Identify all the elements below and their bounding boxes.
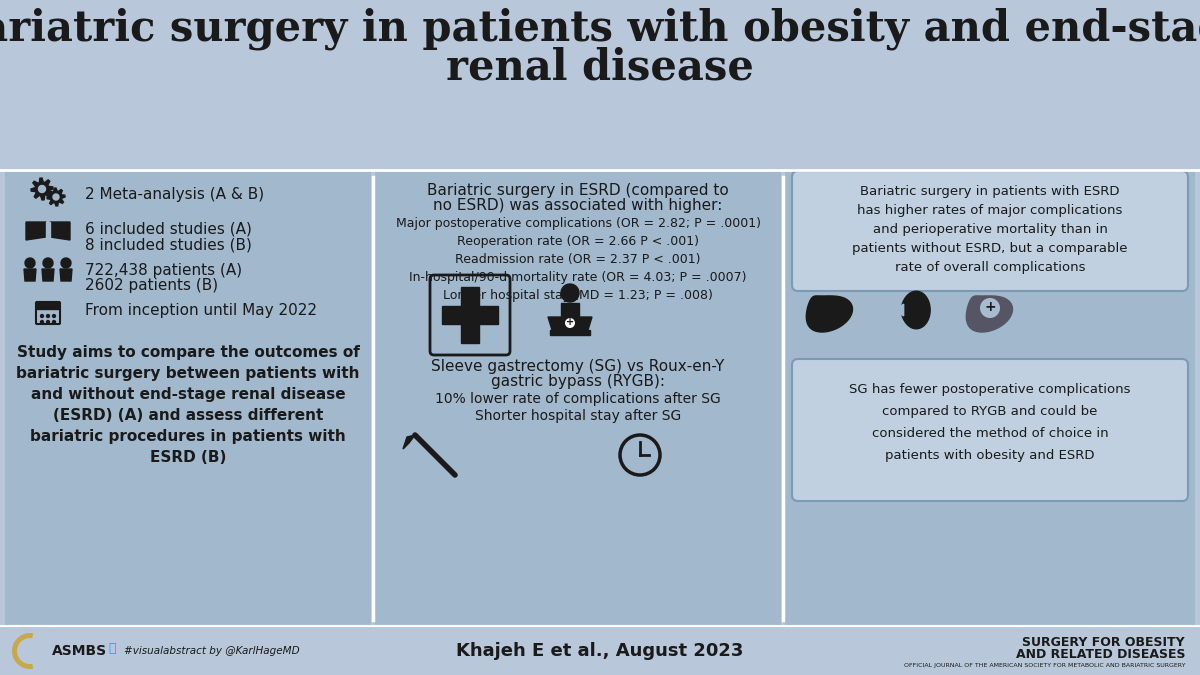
Text: (ESRD) (A) and assess different: (ESRD) (A) and assess different (53, 408, 323, 423)
FancyBboxPatch shape (374, 169, 781, 628)
Text: Major postoperative complications (OR = 2.82; P = .0001): Major postoperative complications (OR = … (396, 217, 761, 230)
Polygon shape (461, 287, 479, 343)
Text: rate of overall complications: rate of overall complications (895, 261, 1085, 274)
Text: bariatric procedures in patients with: bariatric procedures in patients with (30, 429, 346, 444)
FancyBboxPatch shape (5, 169, 371, 628)
Text: has higher rates of major complications: has higher rates of major complications (857, 204, 1123, 217)
Polygon shape (901, 291, 930, 329)
Circle shape (565, 318, 575, 328)
Text: Bariatric surgery in patients with ESRD: Bariatric surgery in patients with ESRD (860, 185, 1120, 198)
Text: SURGERY FOR OBESITY: SURGERY FOR OBESITY (1022, 637, 1186, 649)
Text: AND RELATED DISEASES: AND RELATED DISEASES (1015, 649, 1186, 662)
Text: and perioperative mortality than in: and perioperative mortality than in (872, 223, 1108, 236)
Polygon shape (47, 321, 49, 323)
Text: 2 Meta-analysis (A & B): 2 Meta-analysis (A & B) (85, 187, 264, 202)
Text: +: + (566, 317, 574, 327)
Text: In-hospital/90-d mortality rate (OR = 4.03; P = .0007): In-hospital/90-d mortality rate (OR = 4.… (409, 271, 746, 284)
Polygon shape (53, 321, 55, 323)
Text: 8 included studies (B): 8 included studies (B) (85, 237, 252, 252)
Polygon shape (966, 296, 1013, 332)
Polygon shape (37, 303, 59, 309)
Text: 6 included studies (A): 6 included studies (A) (85, 222, 252, 237)
Text: +: + (984, 300, 996, 314)
Text: patients with obesity and ESRD: patients with obesity and ESRD (886, 449, 1094, 462)
Polygon shape (899, 304, 904, 316)
Text: Sleeve gastrectomy (SG) vs Roux-en-Y: Sleeve gastrectomy (SG) vs Roux-en-Y (431, 359, 725, 374)
Text: Bariatric surgery in patients with obesity and end-stage: Bariatric surgery in patients with obesi… (0, 7, 1200, 49)
Polygon shape (25, 258, 35, 268)
Wedge shape (12, 633, 34, 669)
Text: Longer hospital stay (MD = 1.23; P = .008): Longer hospital stay (MD = 1.23; P = .00… (443, 289, 713, 302)
Text: Khajeh E et al., August 2023: Khajeh E et al., August 2023 (456, 642, 744, 660)
Text: 2602 patients (B): 2602 patients (B) (85, 278, 218, 293)
Polygon shape (442, 306, 498, 324)
Text: bariatric surgery between patients with: bariatric surgery between patients with (17, 366, 360, 381)
Text: compared to RYGB and could be: compared to RYGB and could be (882, 405, 1098, 418)
Text: patients without ESRD, but a comparable: patients without ESRD, but a comparable (852, 242, 1128, 255)
Polygon shape (47, 315, 49, 317)
Text: and without end-stage renal disease: and without end-stage renal disease (31, 387, 346, 402)
Polygon shape (550, 330, 590, 335)
Text: From inception until May 2022: From inception until May 2022 (85, 303, 317, 318)
Text: #visualabstract by @KarlHageMD: #visualabstract by @KarlHageMD (124, 646, 300, 656)
Polygon shape (61, 258, 71, 268)
FancyBboxPatch shape (785, 169, 1195, 628)
Polygon shape (548, 317, 592, 330)
Text: SG has fewer postoperative complications: SG has fewer postoperative complications (850, 383, 1130, 396)
Polygon shape (31, 178, 53, 200)
Text: ESRD (B): ESRD (B) (150, 450, 226, 465)
Polygon shape (60, 269, 72, 281)
Polygon shape (50, 222, 70, 240)
Text: Bariatric surgery in ESRD (compared to: Bariatric surgery in ESRD (compared to (427, 183, 728, 198)
Polygon shape (24, 269, 36, 281)
Polygon shape (46, 222, 50, 238)
Polygon shape (38, 186, 46, 192)
Polygon shape (42, 269, 54, 281)
Text: considered the method of choice in: considered the method of choice in (871, 427, 1109, 440)
FancyBboxPatch shape (0, 627, 1200, 675)
Polygon shape (47, 188, 65, 206)
Text: 10% lower rate of complications after SG: 10% lower rate of complications after SG (436, 392, 721, 406)
Text: Study aims to compare the outcomes of: Study aims to compare the outcomes of (17, 345, 360, 360)
Polygon shape (41, 321, 43, 323)
FancyBboxPatch shape (792, 359, 1188, 501)
Text: 🐦: 🐦 (108, 643, 115, 655)
Polygon shape (806, 296, 852, 332)
Text: Reoperation rate (OR = 2.66 P < .001): Reoperation rate (OR = 2.66 P < .001) (457, 235, 698, 248)
Text: renal disease: renal disease (446, 47, 754, 89)
Text: gastric bypass (RYGB):: gastric bypass (RYGB): (491, 374, 665, 389)
Text: ASMBS: ASMBS (52, 644, 107, 658)
Polygon shape (562, 284, 580, 302)
Text: Shorter hospital stay after SG: Shorter hospital stay after SG (475, 409, 682, 423)
Polygon shape (41, 315, 43, 317)
Circle shape (980, 298, 1000, 318)
Text: Readmission rate (OR = 2.37 P < .001): Readmission rate (OR = 2.37 P < .001) (455, 253, 701, 266)
Polygon shape (562, 303, 580, 317)
Text: OFFICIAL JOURNAL OF THE AMERICAN SOCIETY FOR METABOLIC AND BARIATRIC SURGERY: OFFICIAL JOURNAL OF THE AMERICAN SOCIETY… (904, 664, 1186, 668)
Polygon shape (53, 315, 55, 317)
Polygon shape (403, 435, 415, 449)
Text: 722,438 patients (A): 722,438 patients (A) (85, 263, 242, 278)
Polygon shape (26, 222, 46, 240)
Polygon shape (53, 194, 59, 200)
Polygon shape (43, 258, 53, 268)
Text: no ESRD) was associated with higher:: no ESRD) was associated with higher: (433, 198, 722, 213)
FancyBboxPatch shape (792, 171, 1188, 291)
